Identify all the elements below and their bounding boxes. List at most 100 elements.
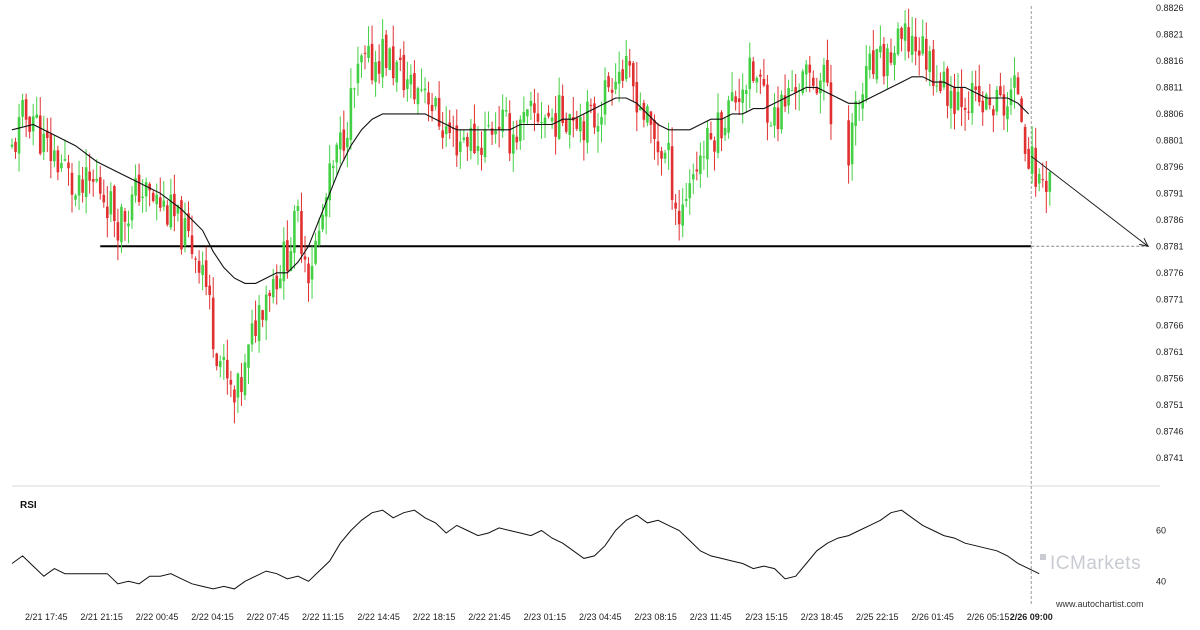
candle bbox=[766, 74, 769, 141]
candle bbox=[783, 74, 787, 113]
candle-body bbox=[63, 159, 67, 161]
candle-body bbox=[783, 95, 787, 107]
candle-body bbox=[730, 92, 734, 101]
candle bbox=[293, 204, 296, 269]
candle bbox=[254, 300, 257, 343]
candle bbox=[691, 163, 695, 195]
candle-body bbox=[706, 127, 709, 160]
candle-body bbox=[370, 43, 374, 81]
candle-body bbox=[875, 49, 879, 80]
candle-body bbox=[434, 98, 437, 107]
candle bbox=[815, 77, 819, 96]
candle-body bbox=[734, 96, 737, 103]
candle-body bbox=[381, 39, 384, 78]
candle bbox=[942, 61, 946, 90]
candle bbox=[762, 58, 766, 88]
candle-body bbox=[166, 205, 169, 225]
price-tick-label: 0.8826 bbox=[1156, 3, 1184, 13]
candle-body bbox=[737, 98, 741, 103]
candle-body bbox=[1034, 147, 1037, 187]
candle-body bbox=[953, 86, 956, 114]
candle-body bbox=[173, 193, 176, 217]
candle-body bbox=[208, 285, 211, 295]
candle bbox=[367, 26, 370, 63]
candle-body bbox=[289, 251, 293, 272]
candle-body bbox=[300, 211, 303, 254]
candle bbox=[886, 43, 889, 89]
candle-body bbox=[395, 61, 399, 83]
candle-body bbox=[790, 90, 794, 92]
candle-body bbox=[942, 71, 946, 88]
candle-body bbox=[271, 279, 275, 298]
candle bbox=[579, 103, 582, 143]
candle bbox=[734, 90, 737, 111]
candle-body bbox=[268, 292, 271, 297]
candle-body bbox=[14, 141, 17, 152]
candle bbox=[120, 203, 123, 254]
candle bbox=[882, 37, 886, 85]
candle bbox=[250, 309, 254, 352]
candle bbox=[208, 274, 211, 310]
candle bbox=[204, 246, 208, 296]
candle bbox=[699, 142, 702, 188]
candle bbox=[755, 75, 759, 93]
candle-body bbox=[981, 100, 985, 113]
candle bbox=[173, 174, 176, 232]
candle bbox=[921, 19, 925, 56]
candle bbox=[928, 45, 932, 86]
candle bbox=[875, 48, 879, 84]
price-tick-label: 0.8746 bbox=[1156, 427, 1184, 437]
candle-body bbox=[437, 97, 441, 127]
candle-body bbox=[38, 115, 42, 154]
candle-body bbox=[624, 56, 628, 80]
candle bbox=[1041, 162, 1045, 188]
candle bbox=[490, 121, 494, 145]
candle bbox=[268, 290, 271, 312]
projection-arrow-line bbox=[1030, 155, 1149, 247]
candle-body bbox=[247, 344, 250, 368]
candle-body bbox=[822, 64, 826, 83]
candle bbox=[1044, 161, 1048, 214]
candle-body bbox=[95, 178, 99, 182]
candle-body bbox=[1048, 172, 1052, 192]
time-tick-label: 2/26 01:45 bbox=[911, 612, 954, 622]
candle-body bbox=[257, 305, 261, 342]
time-tick-label: 2/22 00:45 bbox=[136, 612, 179, 622]
candle bbox=[540, 101, 543, 139]
candle bbox=[801, 68, 805, 96]
candle-body bbox=[508, 113, 512, 154]
candle bbox=[84, 149, 88, 214]
candle bbox=[307, 257, 310, 302]
time-tick-label: 2/23 04:45 bbox=[579, 612, 622, 622]
candle bbox=[628, 48, 632, 78]
candle bbox=[331, 159, 335, 185]
candle bbox=[660, 146, 663, 176]
candle bbox=[395, 59, 399, 92]
candle bbox=[903, 10, 907, 61]
candle-body bbox=[240, 377, 243, 393]
candle-body bbox=[423, 88, 427, 91]
price-tick-label: 0.8806 bbox=[1156, 109, 1184, 119]
candle-body bbox=[762, 79, 766, 86]
candle bbox=[586, 90, 589, 154]
candle-body bbox=[158, 197, 162, 208]
candle bbox=[522, 96, 526, 141]
candle-body bbox=[1020, 98, 1023, 122]
candle bbox=[501, 94, 504, 138]
price-tick-label: 0.8811 bbox=[1156, 82, 1183, 92]
candle bbox=[402, 41, 406, 98]
candle-body bbox=[907, 27, 910, 52]
candle bbox=[631, 61, 635, 102]
candle bbox=[155, 183, 159, 221]
candle bbox=[822, 57, 826, 101]
candle bbox=[427, 81, 430, 122]
candle-body bbox=[102, 194, 106, 203]
candle-body bbox=[229, 379, 233, 385]
candle bbox=[752, 56, 755, 84]
time-tick-label: 2/21 17:45 bbox=[25, 612, 68, 622]
candle bbox=[709, 121, 713, 141]
price-tick-label: 0.8801 bbox=[1156, 135, 1184, 145]
rsi-tick-label: 40 bbox=[1156, 576, 1166, 586]
candle-body bbox=[769, 125, 773, 127]
candle-body bbox=[815, 87, 819, 94]
